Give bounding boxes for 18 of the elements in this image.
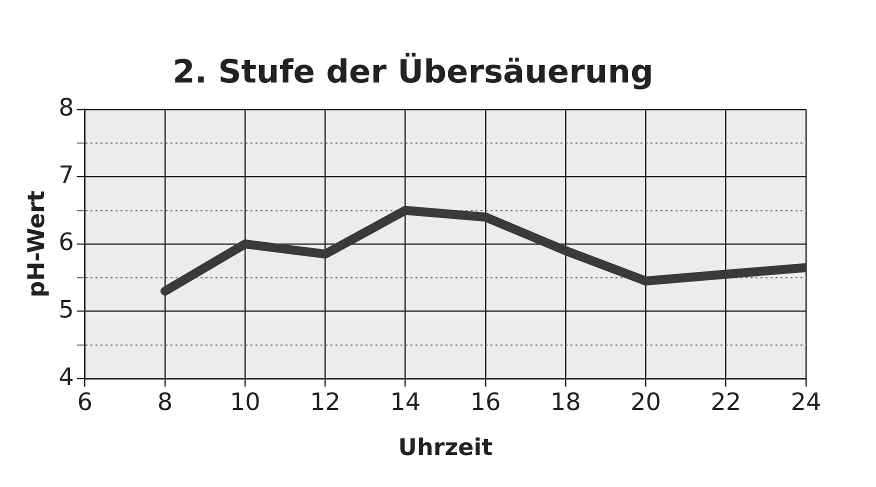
y-tick-label: 5 (58, 296, 74, 324)
y-axis-title: pH-Wert (24, 190, 50, 298)
x-tick-label: 10 (230, 388, 260, 416)
x-tick-label: 18 (550, 388, 581, 416)
y-tick-label: 6 (58, 228, 74, 256)
x-tick-label: 12 (310, 388, 341, 416)
x-tick-label: 8 (157, 388, 173, 416)
x-tick-label: 6 (77, 388, 93, 416)
y-tick-label: 7 (58, 160, 74, 189)
x-tick-label: 22 (710, 388, 742, 416)
x-axis-title: Uhrzeit (398, 435, 493, 462)
y-tick-label: 8 (58, 94, 74, 122)
x-tick-label: 14 (390, 388, 421, 416)
x-tick-label: 24 (790, 388, 822, 416)
x-tick-label: 20 (630, 388, 662, 416)
y-tick-label: 4 (58, 362, 74, 391)
x-tick-label: 16 (470, 388, 501, 416)
chart-title: 2. Stufe der Übersäuerung (172, 52, 654, 91)
